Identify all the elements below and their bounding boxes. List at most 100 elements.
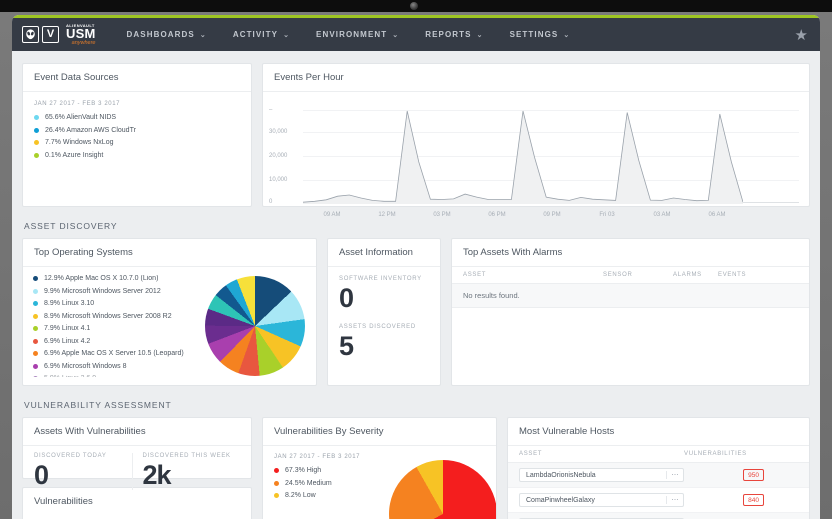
empty-state-message: No results found. <box>452 284 809 308</box>
nav-label: REPORTS <box>425 30 472 39</box>
assets-with-vuln-body: DISCOVERED TODAY 0 DISCOVERED THIS WEEK … <box>23 446 251 497</box>
card-events-per-hour: Events Per Hour – 30,000 20,000 10,000 <box>262 63 810 218</box>
legend-label: 12.9% Apple Mac OS X 10.7.0 (Lion) <box>44 275 159 282</box>
vulnerability-count-badge: 950 <box>743 469 764 481</box>
legend-item: 7.7% Windows NxLog <box>34 139 240 146</box>
legend-item: 26.4% Amazon AWS CloudTr <box>34 127 240 134</box>
nav-item-activity[interactable]: ACTIVITY ⌄ <box>220 20 303 49</box>
legend-label: 24.5% Medium <box>285 479 332 487</box>
asset-name: LambdaOrionisNebula <box>526 471 596 479</box>
webcam-icon <box>410 2 418 10</box>
legend-color-dot <box>33 288 38 294</box>
legend-label: 8.2% Low <box>285 492 316 499</box>
discovered-week-label: DISCOVERED THIS WEEK <box>142 453 231 459</box>
severity-legend: JAN 27 2017 - FEB 3 2017 67.3% High 24.5… <box>274 454 393 518</box>
dashboard-content: Event Data Sources JAN 27 2017 - FEB 3 2… <box>12 51 820 519</box>
discovered-today-value: 0 <box>34 460 49 490</box>
card-title: Asset Information <box>328 239 440 267</box>
legend-item: 67.3% High <box>274 467 393 474</box>
legend-item: 5.9% Linux 2.6.9 <box>33 375 204 377</box>
card-vulnerabilities: Vulnerabilities <box>22 487 252 519</box>
column-asset: ASSET <box>463 272 487 278</box>
legend-color-dot <box>34 127 39 133</box>
legend-item: 6.9% Apple Mac OS X Server 10.5 (Leopard… <box>33 350 204 357</box>
card-top-assets-with-alarms: Top Assets With Alarms ASSET SENSOR ALAR… <box>451 238 810 386</box>
row-menu-icon[interactable]: ⋯ <box>665 496 680 504</box>
legend-item: 12.9% Apple Mac OS X 10.7.0 (Lion) <box>33 275 204 282</box>
legend-color-dot <box>33 301 38 306</box>
legend-item: 7.9% Linux 4.1 <box>33 325 204 332</box>
date-range: JAN 27 2017 - FEB 3 2017 <box>34 101 121 107</box>
legend-color-dot <box>274 493 279 498</box>
y-axis-tick: 30,000 <box>269 129 288 135</box>
table-row[interactable]: GammaLeonisGroup ⋯ 163 <box>508 513 809 519</box>
table-row[interactable]: ComaPinwheelGalaxy ⋯ 840 <box>508 488 809 513</box>
chevron-down-icon: ⌄ <box>392 31 400 39</box>
legend-label: 8.9% Microsoft Windows Server 2008 R2 <box>44 312 172 320</box>
table-row[interactable]: LambdaOrionisNebula ⋯ 950 <box>508 463 809 488</box>
brand-logo[interactable]: V ALIENVAULT USM anywhere <box>22 22 96 46</box>
nav-label: ACTIVITY <box>232 30 279 39</box>
legend-item: 6.9% Linux 4.2 <box>33 338 204 345</box>
legend-item: 8.2% Low <box>274 492 393 499</box>
legend-color-dot <box>33 351 38 356</box>
card-title: Top Assets With Alarms <box>452 239 809 267</box>
card-title: Event Data Sources <box>23 64 251 92</box>
x-axis-tick: 09 PM <box>543 212 561 218</box>
table-header: ASSET SENSOR ALARMS EVENTS <box>452 267 809 284</box>
nav-label: ENVIRONMENT <box>316 30 388 39</box>
nav-label: DASHBOARDS <box>126 30 195 39</box>
asset-pill[interactable]: LambdaOrionisNebula ⋯ <box>519 468 684 482</box>
top-navigation-bar: V ALIENVAULT USM anywhere DASHBOARDS ⌄ A… <box>12 18 820 51</box>
discovered-today-block: DISCOVERED TODAY 0 <box>34 453 132 490</box>
accent-bar <box>12 15 820 18</box>
x-axis-tick: 03 PM <box>433 212 451 218</box>
favorite-star-icon[interactable]: ★ <box>794 26 808 44</box>
legend-item: 65.6% AlienVault NIDS <box>34 114 240 121</box>
x-axis-tick: 03 AM <box>653 212 671 218</box>
legend-color-dot <box>34 115 39 120</box>
nav-item-dashboards[interactable]: DASHBOARDS ⌄ <box>114 20 220 49</box>
asset-name: ComaPinwheelGalaxy <box>526 496 595 504</box>
card-title: Top Operating Systems <box>23 239 316 267</box>
row-menu-icon[interactable]: ⋯ <box>665 471 680 479</box>
top-os-legend: 12.9% Apple Mac OS X 10.7.0 (Lion) 9.9% … <box>33 275 204 377</box>
v-glyph: V <box>46 28 55 40</box>
brand-text: ALIENVAULT USM anywhere <box>66 22 96 46</box>
legend-color-dot <box>274 468 279 473</box>
nav-item-settings[interactable]: SETTINGS ⌄ <box>497 20 584 49</box>
card-asset-information: Asset Information SOFTWARE INVENTORY 0 A… <box>327 238 441 386</box>
software-inventory-value: 0 <box>339 283 354 313</box>
alien-head-icon <box>22 26 39 43</box>
asset-pill[interactable]: ComaPinwheelGalaxy ⋯ <box>519 493 684 507</box>
nav-item-environment[interactable]: ENVIRONMENT ⌄ <box>303 20 412 49</box>
legend-color-dot <box>34 140 39 145</box>
legend-item: 9.9% Microsoft Windows Server 2012 <box>33 288 204 295</box>
y-axis-tick: 0 <box>269 199 273 205</box>
chevron-down-icon: ⌄ <box>476 31 484 39</box>
card-vulnerabilities-by-severity: Vulnerabilities By Severity JAN 27 2017 … <box>262 417 497 519</box>
x-axis-tick: 06 AM <box>708 212 726 218</box>
row-overview: Event Data Sources JAN 27 2017 - FEB 3 2… <box>22 63 810 218</box>
legend-label: 8.9% Linux 3.10 <box>44 300 95 307</box>
legend-color-dot <box>33 276 38 281</box>
card-assets-with-vulnerabilities: Assets With Vulnerabilities DISCOVERED T… <box>22 417 252 490</box>
screen: V ALIENVAULT USM anywhere DASHBOARDS ⌄ A… <box>12 15 820 519</box>
severity-pie-wrap <box>389 454 496 519</box>
chevron-down-icon: ⌄ <box>283 31 291 39</box>
software-inventory-label: SOFTWARE INVENTORY <box>339 276 422 282</box>
legend-label: 6.9% Linux 4.2 <box>44 337 91 345</box>
column-events: EVENTS <box>718 272 747 278</box>
legend-item: 8.9% Linux 3.10 <box>33 300 204 307</box>
legend-item: 6.9% Microsoft Windows 8 <box>33 363 204 370</box>
v-logo-icon: V <box>42 26 59 43</box>
legend-color-dot <box>33 326 38 331</box>
legend-color-dot <box>34 152 39 158</box>
nav-item-reports[interactable]: REPORTS ⌄ <box>412 20 496 49</box>
brand-anywhere: anywhere <box>71 39 96 46</box>
by-severity-body: JAN 27 2017 - FEB 3 2017 67.3% High 24.5… <box>263 446 496 519</box>
vulnerability-count-badge: 840 <box>743 494 764 506</box>
brand-alienvault: ALIENVAULT <box>66 22 95 28</box>
card-title: Most Vulnerable Hosts <box>508 418 809 446</box>
